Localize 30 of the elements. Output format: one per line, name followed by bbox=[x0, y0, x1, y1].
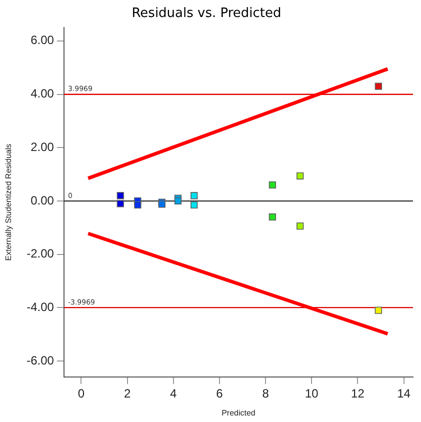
x-axis-title: Predicted bbox=[222, 408, 256, 418]
point bbox=[374, 82, 382, 90]
y-tick-label: -4.00 bbox=[26, 300, 54, 314]
point bbox=[134, 201, 142, 209]
point bbox=[296, 172, 304, 180]
x-tick-label: 12 bbox=[351, 386, 365, 401]
point bbox=[268, 213, 276, 221]
point bbox=[296, 222, 304, 230]
x-tick-label: 8 bbox=[262, 386, 270, 401]
y-tick-label: 4.00 bbox=[30, 86, 54, 101]
x-tick-label: 0 bbox=[78, 386, 85, 401]
x-tick-label: 14 bbox=[397, 386, 411, 401]
y-tick-label: 6.00 bbox=[30, 33, 54, 48]
x-tick-label: 4 bbox=[170, 386, 178, 401]
point bbox=[174, 197, 182, 205]
y-axis-title: Externally Studentized Residuals bbox=[4, 144, 14, 261]
chart-title: Residuals vs. Predicted bbox=[132, 6, 282, 22]
point bbox=[190, 192, 198, 200]
x-tick-label: 10 bbox=[304, 386, 319, 401]
x-tick-label: 2 bbox=[124, 386, 131, 401]
x-tick-label: 6 bbox=[216, 386, 224, 401]
point bbox=[374, 306, 382, 314]
y-tick-label: -2.00 bbox=[26, 246, 54, 261]
point bbox=[190, 201, 198, 209]
point bbox=[116, 192, 124, 200]
point bbox=[116, 200, 124, 208]
y-tick-label: 0.00 bbox=[30, 193, 54, 208]
y-tick-label: -6.00 bbox=[26, 353, 54, 368]
y-tick-label: 2.00 bbox=[30, 140, 54, 154]
point bbox=[268, 181, 276, 189]
